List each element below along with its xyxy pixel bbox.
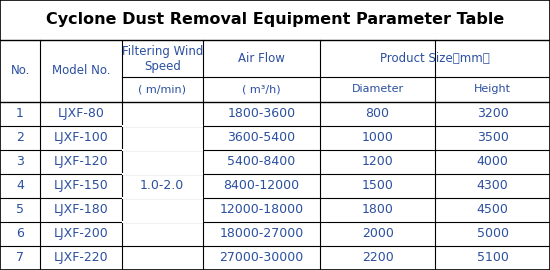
Text: Height: Height	[474, 84, 511, 94]
Text: Filtering Wind
Speed: Filtering Wind Speed	[122, 45, 203, 73]
Text: LJXF-180: LJXF-180	[53, 203, 108, 216]
Text: 18000-27000: 18000-27000	[219, 227, 304, 240]
Text: LJXF-100: LJXF-100	[53, 131, 108, 144]
Text: 1200: 1200	[362, 155, 393, 168]
Text: 1000: 1000	[362, 131, 393, 144]
Text: Model No.: Model No.	[52, 64, 110, 77]
Text: 4500: 4500	[477, 203, 508, 216]
Text: ( m/min): ( m/min)	[138, 84, 186, 94]
Text: 6: 6	[16, 227, 24, 240]
Text: 3600-5400: 3600-5400	[228, 131, 295, 144]
Text: 1.0-2.0: 1.0-2.0	[140, 179, 184, 192]
Text: 3200: 3200	[477, 107, 508, 120]
Text: 3500: 3500	[477, 131, 508, 144]
Text: 5400-8400: 5400-8400	[227, 155, 296, 168]
Text: 5: 5	[16, 203, 24, 216]
Text: LJXF-80: LJXF-80	[57, 107, 104, 120]
Text: ( m³/h): ( m³/h)	[242, 84, 281, 94]
Text: Diameter: Diameter	[351, 84, 404, 94]
Text: 1800-3600: 1800-3600	[228, 107, 295, 120]
Text: 2000: 2000	[362, 227, 393, 240]
Text: 5000: 5000	[476, 227, 509, 240]
Text: 2200: 2200	[362, 251, 393, 265]
Text: Air Flow: Air Flow	[238, 52, 285, 65]
Text: 1800: 1800	[362, 203, 393, 216]
Text: 5100: 5100	[477, 251, 508, 265]
Text: 7: 7	[16, 251, 24, 265]
Text: 4300: 4300	[477, 179, 508, 192]
Text: LJXF-150: LJXF-150	[53, 179, 108, 192]
Text: 4000: 4000	[477, 155, 508, 168]
Text: 1: 1	[16, 107, 24, 120]
Text: 3: 3	[16, 155, 24, 168]
Text: LJXF-220: LJXF-220	[53, 251, 108, 265]
Text: 27000-30000: 27000-30000	[219, 251, 304, 265]
Text: 2: 2	[16, 131, 24, 144]
Text: Product Size（mm）: Product Size（mm）	[380, 52, 490, 65]
Text: 8400-12000: 8400-12000	[223, 179, 300, 192]
Text: 800: 800	[366, 107, 389, 120]
Text: 4: 4	[16, 179, 24, 192]
Text: Cyclone Dust Removal Equipment Parameter Table: Cyclone Dust Removal Equipment Parameter…	[46, 12, 504, 28]
Text: No.: No.	[10, 64, 30, 77]
Text: 1500: 1500	[362, 179, 393, 192]
Text: LJXF-200: LJXF-200	[53, 227, 108, 240]
Text: LJXF-120: LJXF-120	[53, 155, 108, 168]
Text: 12000-18000: 12000-18000	[219, 203, 304, 216]
